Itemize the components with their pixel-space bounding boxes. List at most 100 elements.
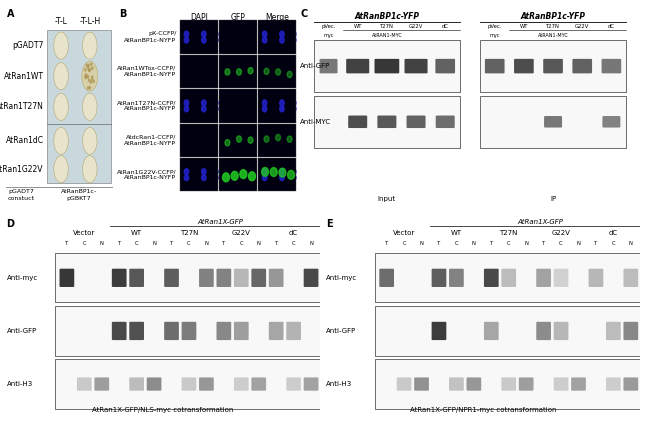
Text: C: C [455, 242, 458, 247]
FancyBboxPatch shape [435, 115, 455, 128]
Circle shape [92, 79, 93, 81]
Bar [375, 306, 643, 355]
FancyBboxPatch shape [164, 269, 179, 287]
Text: AtRan1dC: AtRan1dC [6, 137, 44, 146]
Bar [180, 55, 218, 88]
Ellipse shape [225, 140, 230, 146]
Text: Vector: Vector [73, 230, 96, 236]
Text: G22V: G22V [575, 25, 589, 29]
FancyBboxPatch shape [77, 377, 92, 391]
FancyBboxPatch shape [514, 59, 534, 73]
Ellipse shape [219, 106, 224, 112]
Ellipse shape [184, 100, 189, 106]
Text: GFP: GFP [231, 14, 245, 22]
FancyBboxPatch shape [112, 269, 127, 287]
Ellipse shape [262, 175, 267, 181]
Circle shape [85, 75, 86, 78]
Text: AtRAN1-MYC: AtRAN1-MYC [371, 33, 402, 38]
Text: T: T [437, 242, 441, 247]
Text: B: B [120, 9, 127, 19]
Bar [55, 360, 323, 409]
Bar [480, 96, 626, 148]
FancyBboxPatch shape [406, 115, 426, 128]
Text: N: N [472, 242, 476, 247]
Ellipse shape [280, 169, 284, 175]
FancyBboxPatch shape [375, 59, 399, 73]
Text: myc: myc [490, 33, 500, 38]
Text: Merge: Merge [266, 14, 289, 22]
FancyBboxPatch shape [199, 269, 214, 287]
Text: C: C [612, 242, 615, 247]
Bar [375, 253, 643, 302]
FancyBboxPatch shape [286, 377, 301, 391]
Bar [219, 20, 257, 54]
Circle shape [90, 69, 91, 71]
Circle shape [85, 74, 87, 76]
FancyBboxPatch shape [589, 269, 603, 287]
Text: T: T [542, 242, 545, 247]
Text: dC: dC [442, 25, 449, 29]
Bar [314, 96, 460, 148]
Ellipse shape [219, 100, 224, 106]
Text: T: T [385, 242, 388, 247]
Text: C: C [240, 242, 243, 247]
FancyBboxPatch shape [216, 322, 231, 340]
Text: AtRan1X-GFP/NLS-myc cotransformation: AtRan1X-GFP/NLS-myc cotransformation [92, 407, 234, 412]
Bar [180, 158, 218, 191]
Circle shape [54, 63, 68, 90]
Text: Vector: Vector [393, 230, 415, 236]
Text: N: N [205, 242, 209, 247]
Ellipse shape [297, 106, 302, 112]
Ellipse shape [236, 69, 242, 75]
FancyBboxPatch shape [536, 269, 551, 287]
Text: Anti-H3: Anti-H3 [6, 381, 33, 387]
Text: pVec.: pVec. [488, 25, 502, 29]
Text: WT: WT [353, 25, 362, 29]
Ellipse shape [264, 68, 269, 74]
Text: -T-L: -T-L [55, 17, 67, 26]
Ellipse shape [287, 136, 292, 143]
Text: N: N [152, 242, 156, 247]
Text: Anti-H3: Anti-H3 [326, 381, 353, 387]
FancyBboxPatch shape [623, 269, 638, 287]
Text: AtRanBP1c-YFP: AtRanBP1c-YFP [521, 12, 585, 22]
Text: Anti-myc: Anti-myc [326, 275, 357, 281]
FancyBboxPatch shape [601, 59, 621, 73]
FancyBboxPatch shape [182, 377, 196, 391]
Text: AtRan1X-GFP: AtRan1X-GFP [198, 219, 244, 225]
FancyBboxPatch shape [432, 269, 446, 287]
Text: E: E [326, 219, 333, 229]
Circle shape [54, 32, 68, 59]
Ellipse shape [287, 71, 292, 78]
FancyBboxPatch shape [377, 115, 397, 128]
FancyBboxPatch shape [379, 269, 394, 287]
Text: C: C [402, 242, 406, 247]
Circle shape [85, 76, 87, 79]
Bar [375, 360, 643, 409]
Text: A: A [6, 9, 14, 19]
Text: T: T [222, 242, 225, 247]
Ellipse shape [184, 175, 189, 181]
FancyBboxPatch shape [484, 269, 499, 287]
Bar [314, 40, 460, 92]
FancyBboxPatch shape [182, 322, 196, 340]
FancyBboxPatch shape [320, 59, 337, 73]
Bar [258, 158, 297, 191]
Text: C: C [507, 242, 510, 247]
Circle shape [83, 32, 97, 59]
Text: AtRan1WT: AtRan1WT [4, 72, 44, 81]
Ellipse shape [184, 106, 189, 112]
Circle shape [89, 79, 90, 81]
Ellipse shape [249, 172, 255, 181]
Ellipse shape [287, 170, 295, 179]
FancyBboxPatch shape [234, 322, 249, 340]
FancyBboxPatch shape [572, 59, 592, 73]
Ellipse shape [184, 169, 189, 175]
Text: C: C [135, 242, 138, 247]
Text: WT: WT [451, 230, 462, 236]
Text: AtRan1G22V-CCFP/
AtRanBP1c-NYFP: AtRan1G22V-CCFP/ AtRanBP1c-NYFP [117, 169, 176, 180]
Circle shape [89, 69, 90, 71]
FancyBboxPatch shape [606, 322, 621, 340]
Text: AtRan1WTox-CCFP/
AtRanBP1c-NYFP: AtRan1WTox-CCFP/ AtRanBP1c-NYFP [117, 66, 176, 77]
FancyBboxPatch shape [554, 322, 568, 340]
